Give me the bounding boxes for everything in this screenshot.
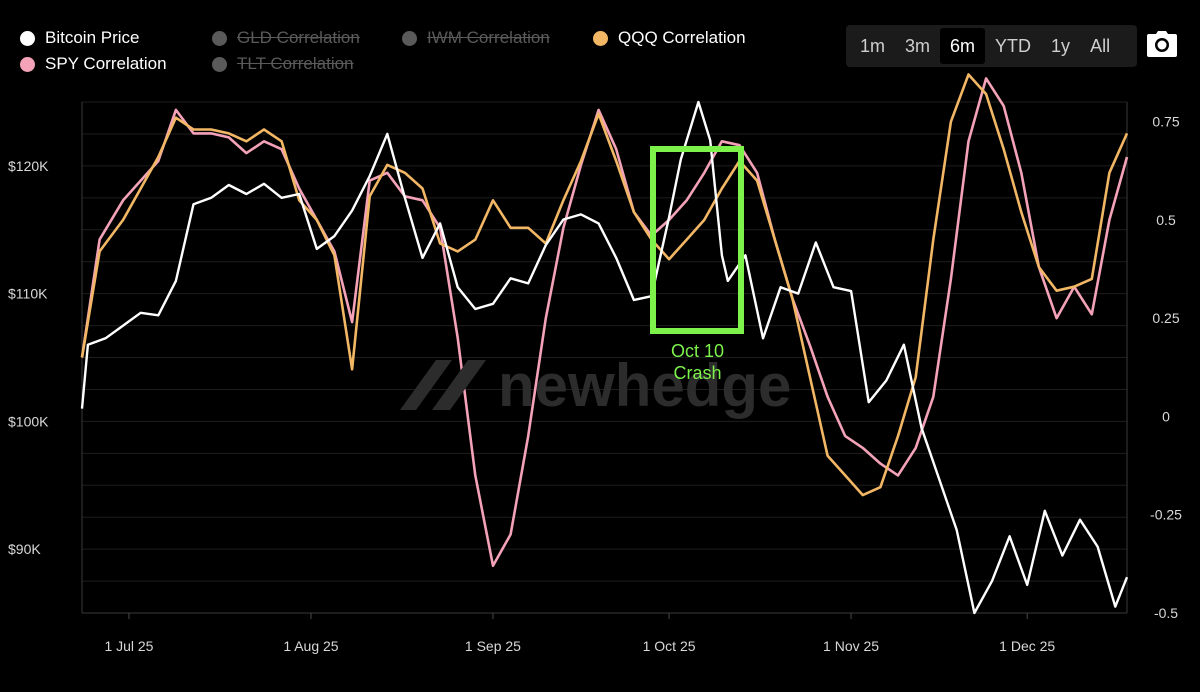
range-1y-button[interactable]: 1y bbox=[1051, 36, 1071, 56]
annotation-line-2: Crash bbox=[673, 363, 722, 383]
y-left-tick-label: $90K bbox=[8, 541, 41, 557]
legend-label: GLD Correlation bbox=[237, 28, 360, 47]
range-ytd-button[interactable]: YTD bbox=[995, 36, 1032, 56]
x-tick-label: 1 Dec 25 bbox=[999, 638, 1055, 654]
y-left-tick-label: $110K bbox=[8, 286, 48, 302]
y-right-tick-label: -0.5 bbox=[1154, 605, 1178, 621]
legend-label: IWM Correlation bbox=[427, 28, 550, 47]
watermark-text: newhedge bbox=[498, 351, 792, 419]
legend-item-gld[interactable]: GLD Correlation bbox=[212, 28, 360, 48]
x-tick-label: 1 Aug 25 bbox=[283, 638, 338, 654]
newhedge-logo-icon bbox=[400, 360, 486, 410]
legend-item-iwm[interactable]: IWM Correlation bbox=[402, 28, 550, 48]
legend-dot bbox=[212, 56, 227, 72]
range-all-button[interactable]: All bbox=[1090, 36, 1111, 56]
y-right-tick-label: 0.25 bbox=[1152, 310, 1179, 326]
annotation-line-1: Oct 10 bbox=[670, 341, 725, 361]
legend-item-bitcoin-price[interactable]: Bitcoin Price bbox=[20, 28, 139, 48]
legend-dot bbox=[593, 30, 608, 46]
legend-dot bbox=[402, 30, 417, 46]
x-tick-label: 1 Oct 25 bbox=[643, 638, 696, 654]
left-axis: $120K $110K $100K $90K bbox=[8, 158, 49, 557]
y-right-tick-label: 0.75 bbox=[1152, 114, 1179, 130]
legend-label: QQQ Correlation bbox=[618, 28, 746, 47]
right-axis: 0.75 0.5 0.25 0 -0.25 -0.5 bbox=[1150, 114, 1182, 621]
newhedge-watermark: newhedge bbox=[400, 350, 800, 420]
legend-item-tlt[interactable]: TLT Correlation bbox=[212, 54, 354, 74]
y-right-tick-label: -0.25 bbox=[1150, 507, 1182, 523]
legend-label: SPY Correlation bbox=[45, 54, 167, 73]
y-right-tick-label: 0.5 bbox=[1156, 212, 1176, 228]
series-lines bbox=[80, 73, 1129, 615]
x-axis: 1 Jul 25 1 Aug 25 1 Sep 25 1 Oct 25 1 Nov 25… bbox=[104, 613, 1055, 654]
grid-lines bbox=[82, 101, 1127, 582]
legend-dot bbox=[212, 30, 227, 46]
oct10-crash-highlight bbox=[650, 146, 744, 334]
range-6m-button[interactable]: 6m bbox=[940, 28, 986, 64]
legend-item-qqq[interactable]: QQQ Correlation bbox=[593, 28, 746, 48]
series-line-spy-correlation bbox=[80, 77, 1129, 568]
legend-label: TLT Correlation bbox=[237, 54, 354, 73]
x-tick-label: 1 Jul 25 bbox=[104, 638, 153, 654]
legend-item-spy[interactable]: SPY Correlation bbox=[20, 54, 167, 74]
camera-icon[interactable] bbox=[1146, 30, 1178, 58]
legend-label: Bitcoin Price bbox=[45, 28, 140, 47]
y-right-tick-label: 0 bbox=[1162, 408, 1170, 424]
legend-dot bbox=[20, 56, 35, 72]
legend: Bitcoin Price GLD Correlation IWM Correl… bbox=[20, 28, 820, 84]
x-tick-label: 1 Nov 25 bbox=[823, 638, 879, 654]
series-line-qqq-correlation bbox=[80, 73, 1129, 497]
y-left-tick-label: $100K bbox=[8, 413, 49, 429]
y-left-tick-label: $120K bbox=[8, 158, 49, 174]
legend-dot bbox=[20, 30, 35, 46]
range-3m-button[interactable]: 3m bbox=[905, 36, 931, 56]
series-line-bitcoin-price bbox=[80, 100, 1129, 615]
crash-annotation: Oct 10 Crash bbox=[650, 340, 745, 384]
range-selector: 1m 3m 6m YTD 1y All bbox=[846, 25, 1137, 67]
x-tick-label: 1 Sep 25 bbox=[465, 638, 521, 654]
range-1m-button[interactable]: 1m bbox=[860, 36, 886, 56]
